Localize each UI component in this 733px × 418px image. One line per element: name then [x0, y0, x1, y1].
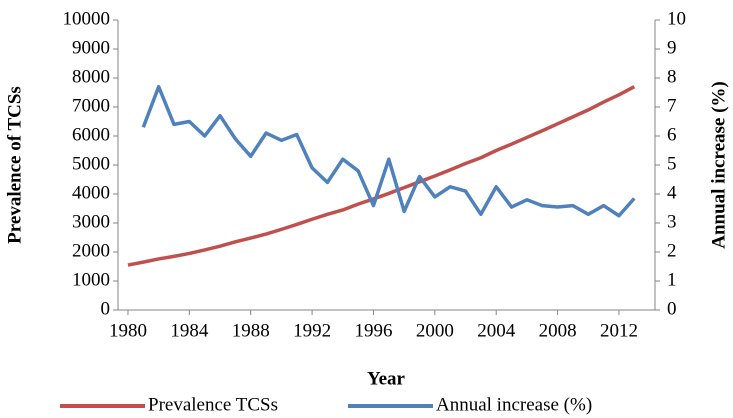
y-tick-label: 0 — [101, 298, 111, 319]
y-tick-label: 3000 — [72, 211, 110, 232]
y2-tick-label: 0 — [667, 298, 677, 319]
x-axis-title: Year — [367, 368, 406, 389]
y2-tick-label: 4 — [667, 182, 677, 203]
y-tick-label: 6000 — [72, 124, 110, 145]
x-tick-label: 1980 — [109, 320, 147, 341]
x-tick-label: 1984 — [170, 320, 209, 341]
y-axis-title: Prevalence of TCSs — [4, 86, 25, 244]
y2-tick-label: 6 — [667, 124, 677, 145]
x-tick-label: 1996 — [354, 320, 392, 341]
x-tick-label: 2008 — [539, 320, 577, 341]
x-tick-label: 2004 — [477, 320, 516, 341]
x-tick-label: 1992 — [293, 320, 331, 341]
y2-tick-label: 7 — [667, 95, 677, 116]
y2-tick-label: 1 — [667, 269, 677, 290]
y2-tick-label: 2 — [667, 240, 677, 261]
y-tick-label: 9000 — [72, 37, 110, 58]
series-line — [141, 84, 636, 218]
y-tick-label: 5000 — [72, 153, 110, 174]
series-line — [127, 85, 636, 267]
x-tick-label: 1988 — [232, 320, 270, 341]
y-tick-label: 10000 — [63, 8, 111, 29]
x-tick-label: 2000 — [416, 320, 454, 341]
y2-axis-title: Annual increase (%) — [708, 81, 729, 248]
legend-label: Annual increase (%) — [436, 394, 592, 415]
y2-tick-label: 8 — [667, 66, 677, 87]
legend-label: Prevalence TCSs — [148, 394, 278, 415]
y2-tick-label: 5 — [667, 153, 677, 174]
y-tick-label: 1000 — [72, 269, 110, 290]
y-tick-label: 8000 — [72, 66, 110, 87]
y-tick-label: 4000 — [72, 182, 110, 203]
y-tick-label: 7000 — [72, 95, 110, 116]
x-tick-label: 2012 — [600, 320, 638, 341]
y2-tick-label: 10 — [667, 8, 686, 29]
y-tick-label: 2000 — [72, 240, 110, 261]
y2-tick-label: 3 — [667, 211, 677, 232]
y2-tick-label: 9 — [667, 37, 677, 58]
